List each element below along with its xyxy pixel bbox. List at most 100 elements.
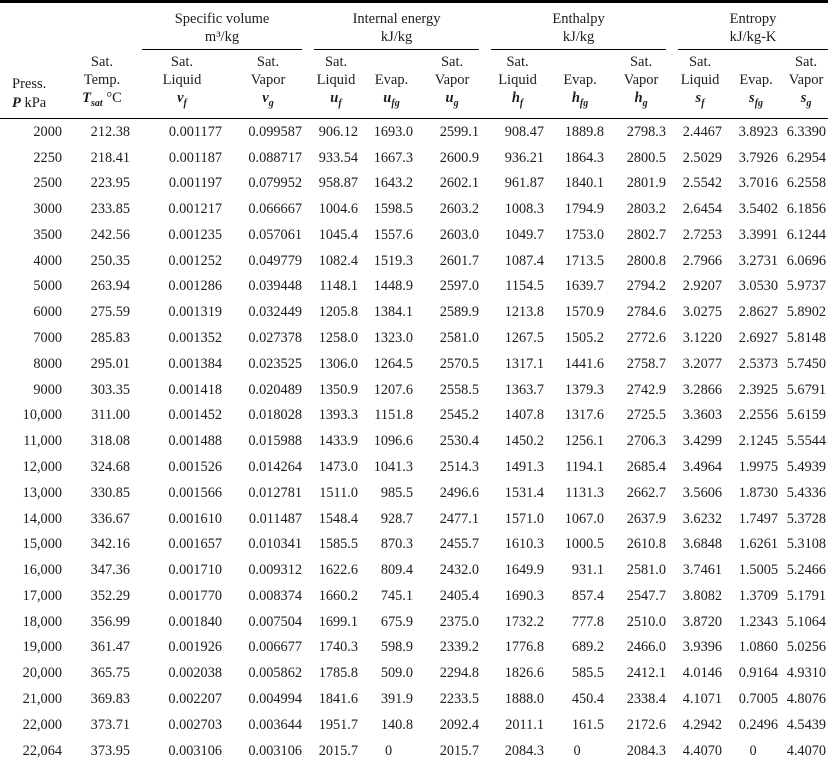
cell-sat-liquid-uf: 1433.9 [318,433,359,450]
cell-sat-liquid-hf: 1087.4 [504,252,545,269]
cell-evap-hfg: 857.4 [571,587,605,604]
group-title: Internal energy [352,11,441,27]
cell-sat-vapor-sg: 5.0256 [786,639,827,656]
cell-sat-liquid-uf: 1585.5 [318,536,359,553]
cell-sat-vapor-hg: 2794.2 [626,278,667,295]
group-title: Enthalpy [552,11,605,27]
cell-sat-vapor-ug: 2597.0 [439,278,480,295]
table-row: 19,000 361.47 0.001926 0.006677 1740.3 598.9 2… [0,635,828,661]
cell-sat-liquid-hf: 1826.6 [504,665,545,682]
cell-sat-vapor-sg: 5.8902 [786,304,827,321]
column-header-line: Vapor [788,71,824,88]
cell-sat-vapor-ug: 2405.4 [439,587,480,604]
cell-sat-vapor-vg: 0.008374 [248,587,303,604]
cell-evap-ufg: 1151.8 [374,407,414,424]
cell-evap-sfg: 1.6261 [738,536,779,553]
cell-evap-hfg: 931.1 [571,562,605,579]
cell-sat-liquid-uf: 1004.6 [318,201,359,218]
column-header-pressure: Press. P kPa [0,50,68,120]
cell-sat-liquid-sf: 4.2942 [682,716,723,733]
cell-evap-ufg: 0 [384,742,393,759]
cell-pressure: 4000 [33,252,62,269]
cell-sat-liquid-vf: 0.001566 [168,484,222,501]
column-symbol: hg [612,90,670,112]
cell-evap-ufg: 391.9 [380,690,414,707]
cell-evap-hfg: 1889.8 [564,123,605,140]
cell-pressure: 19,000 [22,639,62,656]
cell-pressure: 11,000 [23,433,62,450]
symbol-unit: kPa [20,94,47,111]
cell-sat-liquid-uf: 933.54 [318,149,359,166]
cell-sat-temp: 352.29 [90,587,130,604]
cell-evap-sfg: 1.3709 [738,587,779,604]
cell-sat-liquid-hf: 1363.7 [504,381,545,398]
cell-sat-vapor-sg: 4.9310 [786,665,827,682]
cell-pressure: 18,000 [22,613,62,630]
symbol-subscript: fg [391,97,400,109]
cell-sat-vapor-hg: 2610.8 [626,536,667,553]
cell-sat-temp: 356.99 [90,613,130,630]
cell-sat-vapor-ug: 2570.5 [439,355,480,372]
table-row: 13,000 330.85 0.001566 0.012781 1511.0 985.5 2… [0,480,828,506]
cell-evap-sfg: 2.2556 [738,407,779,424]
symbol-subscript: g [268,97,274,109]
column-header-sat-liquid-hf: Sat. Liquid hf [485,50,551,120]
table-row: 2500 223.95 0.001197 0.079952 958.87 1643.2 26… [0,171,828,197]
cell-sat-temp: 369.83 [90,690,130,707]
cell-sat-vapor-ug: 2558.5 [439,381,480,398]
cell-sat-vapor-ug: 2530.4 [439,433,480,450]
cell-sat-vapor-hg: 2800.5 [626,149,667,166]
cell-sat-liquid-vf: 0.001235 [168,226,222,243]
cell-sat-liquid-vf: 0.001197 [168,175,222,192]
cell-evap-hfg: 1194.1 [565,458,605,475]
cell-evap-hfg: 1000.5 [564,536,605,553]
cell-sat-temp: 365.75 [90,665,130,682]
cell-sat-vapor-sg: 5.9737 [786,278,827,295]
cell-sat-liquid-hf: 961.87 [504,175,545,192]
cell-sat-liquid-sf: 3.9396 [682,639,723,656]
cell-sat-vapor-hg: 2466.0 [626,639,667,656]
cell-evap-hfg: 1505.2 [564,330,605,347]
cell-sat-temp: 233.85 [90,201,130,218]
cell-sat-vapor-vg: 0.088717 [248,149,303,166]
cell-sat-temp: 218.41 [90,149,130,166]
column-symbol: hfg [552,90,608,112]
cell-evap-ufg: 1667.3 [373,149,414,166]
cell-sat-liquid-hf: 908.47 [504,123,545,140]
cell-evap-hfg: 1794.9 [564,201,605,218]
cell-sat-vapor-sg: 5.2466 [786,562,827,579]
cell-sat-liquid-uf: 1258.0 [318,330,359,347]
cell-evap-sfg: 2.6927 [738,330,779,347]
cell-sat-liquid-uf: 1045.4 [318,226,359,243]
cell-sat-liquid-vf: 0.001452 [168,407,222,424]
cell-evap-hfg: 161.5 [571,716,605,733]
cell-sat-vapor-hg: 2802.7 [626,226,667,243]
cell-evap-sfg: 0.2496 [738,716,779,733]
cell-sat-temp: 295.01 [90,355,130,372]
symbol-base: u [445,90,454,106]
column-header-line: Sat. [629,54,653,70]
symbol-subscript: sat [91,97,103,109]
cell-sat-temp: 311.00 [91,407,130,424]
column-header-sat-vapor-ug: Sat. Vapor ug [419,50,486,120]
cell-sat-liquid-vf: 0.001252 [168,252,222,269]
column-header-line: Liquid [680,71,720,88]
column-header-evap-hfg: Evap. hfg [550,50,611,120]
cell-sat-liquid-uf: 1082.4 [318,252,359,269]
cell-evap-ufg: 1323.0 [373,330,414,347]
cell-pressure: 12,000 [22,458,62,475]
column-header-line: Evap. [739,71,773,88]
cell-evap-ufg: 809.4 [380,562,414,579]
cell-evap-hfg: 1713.5 [564,252,605,269]
cell-sat-liquid-uf: 1699.1 [318,613,359,630]
column-symbol: Tsat °C [70,90,134,112]
cell-evap-ufg: 1041.3 [373,458,414,475]
cell-sat-liquid-sf: 2.6454 [682,201,723,218]
cell-sat-vapor-vg: 0.039448 [248,278,303,295]
cell-evap-sfg: 1.5005 [738,562,779,579]
cell-sat-vapor-ug: 2602.1 [439,175,480,192]
cell-sat-liquid-uf: 1205.8 [318,304,359,321]
cell-evap-ufg: 928.7 [380,510,414,527]
table-row: 16,000 347.36 0.001710 0.009312 1622.6 809.4 2… [0,558,828,584]
cell-sat-liquid-uf: 906.12 [318,123,359,140]
